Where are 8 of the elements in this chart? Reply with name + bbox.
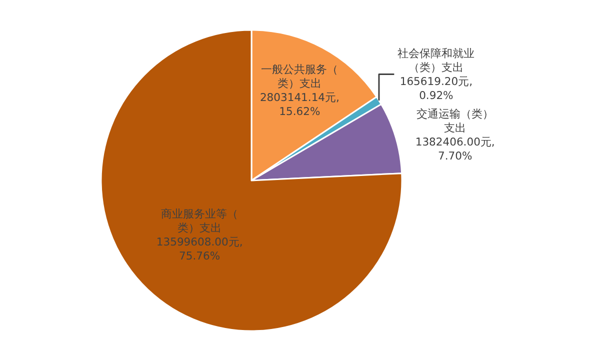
data-label: 2803141.14元, 15.62%: [260, 90, 340, 118]
slice-label: 交通运输（类）支出: [416, 108, 494, 135]
data-label: 165619.20元, 0.92%: [400, 74, 472, 102]
data-label: 1382406.00元, 7.70%: [415, 136, 495, 163]
slice-label: 社会保障和就业（类）支出: [398, 46, 475, 74]
slice-label: 商业服务业等（类）支出: [161, 208, 238, 235]
slice-label: 一般公共服务（类）支出: [261, 62, 338, 90]
data-label: 13599608.00元, 75.76%: [156, 236, 243, 263]
